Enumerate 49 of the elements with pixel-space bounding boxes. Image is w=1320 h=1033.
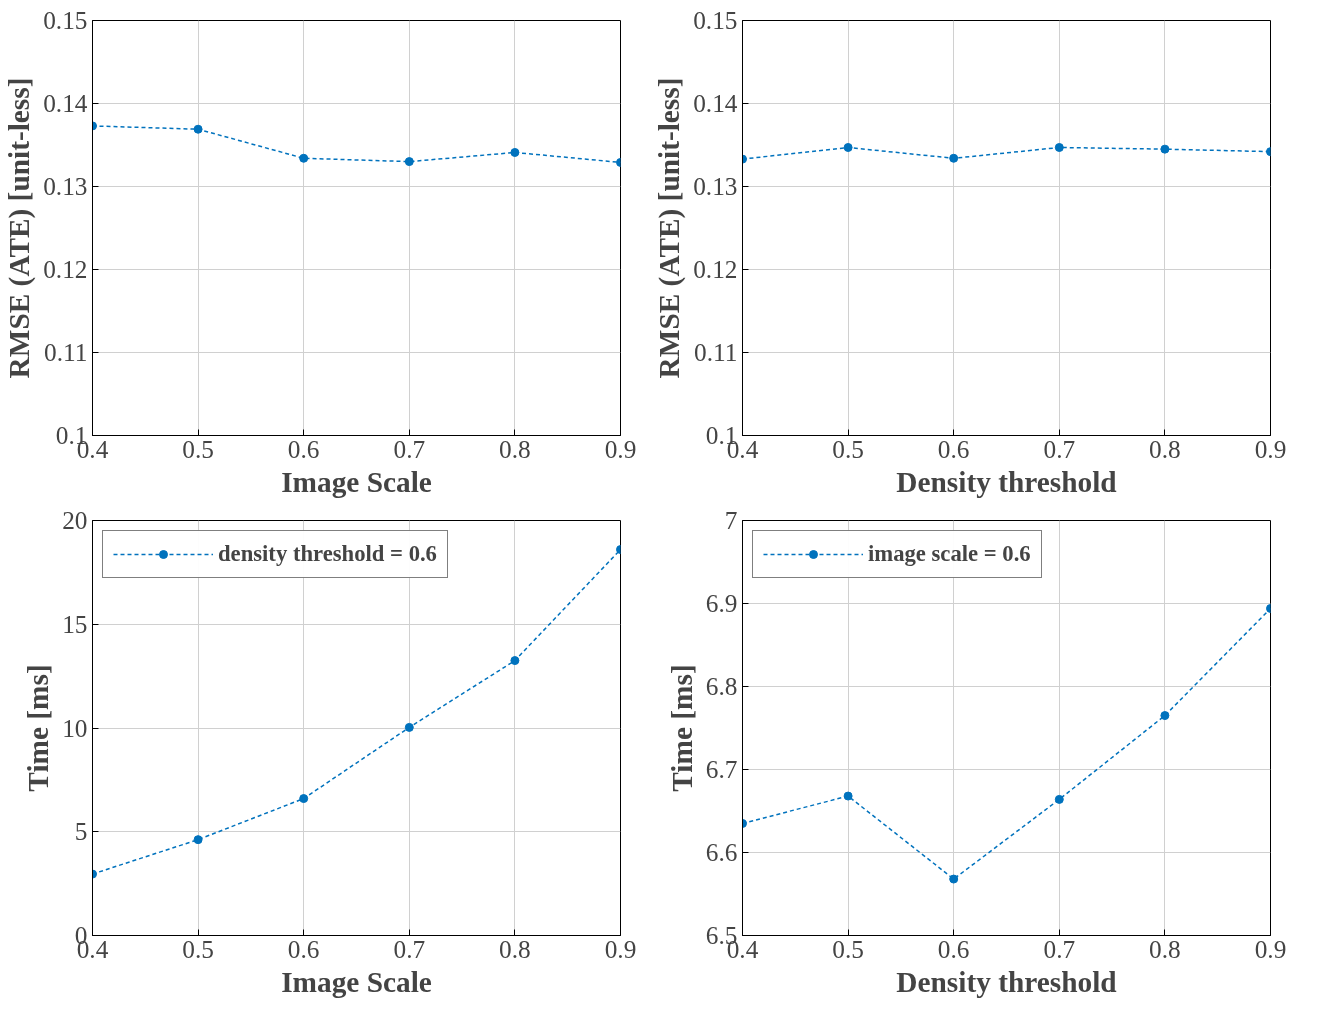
x-tick-label: 0.6 bbox=[937, 434, 970, 463]
x-tick-label: 0.7 bbox=[393, 934, 426, 963]
y-tick-label: 15 bbox=[62, 609, 88, 638]
x-tick-label: 0.5 bbox=[832, 434, 864, 463]
x-tick-label: 0.7 bbox=[1043, 934, 1076, 963]
x-tick-label: 0.7 bbox=[1043, 434, 1076, 463]
y-tick-label: 6.7 bbox=[705, 755, 738, 783]
y-tick-label: 5 bbox=[74, 817, 88, 846]
legend-label: image scale = 0.6 bbox=[868, 541, 1031, 567]
y-tick-label: 0.12 bbox=[693, 255, 738, 283]
y-tick-label: 0.15 bbox=[693, 6, 738, 34]
y-tick-label: 0.12 bbox=[43, 255, 88, 283]
y-tick-label: 6.9 bbox=[705, 589, 738, 617]
x-axis-title: Density threshold bbox=[896, 965, 1117, 998]
x-tick-label: 0.9 bbox=[604, 434, 637, 463]
y-tick-label: 0.13 bbox=[43, 172, 88, 200]
x-axis-title: Density threshold bbox=[896, 465, 1117, 498]
y-tick-label: 10 bbox=[62, 713, 88, 742]
y-axis-title: RMSE (ATE) [unit-less] bbox=[653, 77, 687, 379]
x-tick-label: 0.8 bbox=[1149, 934, 1181, 963]
y-tick-label: 7 bbox=[724, 506, 738, 534]
y-tick-label: 6.8 bbox=[705, 672, 738, 700]
x-tick-label: 0.9 bbox=[1254, 434, 1287, 463]
y-axis-title: RMSE (ATE) [unit-less] bbox=[3, 77, 37, 379]
x-tick-label: 0.5 bbox=[832, 934, 864, 963]
x-tick-label: 0.8 bbox=[1149, 434, 1181, 463]
x-tick-label: 0.6 bbox=[287, 434, 320, 463]
x-tick-label: 0.5 bbox=[182, 434, 214, 463]
y-tick-label: 0.11 bbox=[694, 338, 738, 366]
y-axis-title: Time [ms] bbox=[22, 664, 55, 792]
y-tick-label: 20 bbox=[62, 506, 88, 534]
x-tick-label: 0.5 bbox=[182, 934, 214, 963]
x-tick-label: 0.6 bbox=[937, 934, 970, 963]
y-tick-label: 0.14 bbox=[693, 89, 738, 117]
x-tick-label: 0.6 bbox=[287, 934, 320, 963]
y-axis-title: Time [ms] bbox=[665, 664, 698, 792]
x-tick-label: 0.8 bbox=[499, 434, 531, 463]
x-tick-label: 0.9 bbox=[604, 934, 637, 963]
y-tick-label: 6.6 bbox=[705, 838, 738, 866]
y-tick-label: 0.14 bbox=[43, 89, 88, 117]
x-tick-label: 0.8 bbox=[499, 934, 531, 963]
legend-label: density threshold = 0.6 bbox=[218, 541, 437, 567]
x-tick-label: 0.7 bbox=[393, 434, 426, 463]
y-tick-label: 0.15 bbox=[43, 6, 88, 34]
x-axis-title: Image Scale bbox=[281, 965, 432, 998]
x-tick-label: 0.9 bbox=[1254, 934, 1287, 963]
y-tick-label: 0.13 bbox=[693, 172, 738, 200]
y-tick-label: 0.11 bbox=[44, 338, 88, 366]
x-axis-title: Image Scale bbox=[281, 465, 432, 498]
